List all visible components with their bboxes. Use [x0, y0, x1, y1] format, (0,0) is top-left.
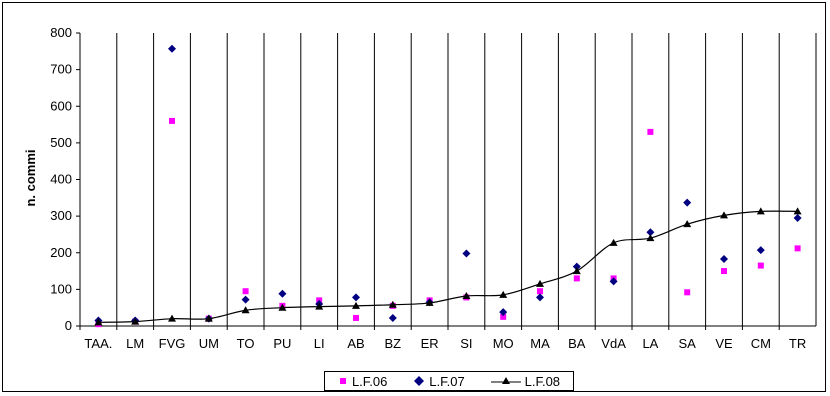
data-point-lf07 — [793, 213, 802, 222]
data-point-lf08 — [168, 314, 176, 322]
x-tick-label: FVG — [159, 336, 186, 351]
data-point-lf08 — [536, 279, 544, 287]
data-point-lf08 — [756, 207, 765, 215]
data-point-lf08 — [646, 234, 655, 242]
axes — [76, 32, 816, 330]
x-tick-label: PU — [273, 336, 291, 351]
data-point-lf08 — [94, 318, 103, 326]
data-point-lf07 — [352, 293, 360, 302]
data-point-lf08 — [388, 300, 397, 308]
data-point-lf07 — [572, 262, 581, 271]
legend: L.F.06 L.F.07 L.F.08 — [324, 371, 574, 391]
data-point-lf07 — [756, 246, 765, 255]
legend-label-lf07: L.F.07 — [429, 373, 465, 389]
data-point-lf06 — [242, 288, 249, 295]
legend-entry-lf06: L.F.06 — [338, 374, 387, 389]
data-point-lf08 — [683, 220, 692, 228]
legend-entry-lf08: L.F.08 — [490, 373, 561, 389]
legend-label-lf06: L.F.06 — [351, 373, 388, 389]
x-tick-label: MA — [530, 336, 550, 351]
data-point-lf06 — [537, 288, 543, 295]
y-tick-label: 700 — [50, 62, 72, 77]
data-point-lf06 — [684, 289, 691, 296]
y-tick-label: 800 — [50, 25, 72, 40]
x-tick-label: TO — [237, 336, 255, 351]
data-point-lf08 — [131, 317, 140, 325]
x-tick-label: BA — [568, 336, 586, 351]
data-point-lf07 — [168, 44, 176, 53]
x-tick-label: AB — [347, 336, 364, 351]
y-tick-label: 600 — [50, 98, 72, 113]
series-line-lf08 — [98, 210, 798, 323]
data-point-lf06 — [794, 245, 801, 252]
data-point-lf07 — [462, 249, 471, 258]
data-point-lf07 — [683, 198, 692, 207]
x-tick-label: TAA. — [84, 336, 112, 351]
y-tick-label: 200 — [50, 245, 72, 260]
data-point-lf06 — [353, 314, 359, 321]
data-point-lf06 — [757, 262, 764, 269]
gridlines — [116, 33, 817, 326]
data-point-lf08 — [462, 291, 471, 299]
x-tick-label: ER — [421, 336, 439, 351]
y-tick-labels: 0 100 200 300 400 500 600 700 800 — [50, 25, 72, 333]
y-axis-label: n. commi — [23, 149, 38, 206]
data-point-lf08 — [793, 207, 802, 215]
legend-triangle-line-marker-icon — [490, 377, 521, 384]
x-tick-label: LI — [314, 336, 325, 351]
data-point-lf08 — [352, 301, 360, 309]
x-tick-label: UM — [199, 336, 219, 351]
y-tick-label: 100 — [50, 281, 72, 296]
data-point-lf08 — [499, 290, 508, 298]
data-point-lf06 — [169, 117, 175, 124]
legend-entry-lf07: L.F.07 — [413, 373, 465, 389]
x-tick-labels: TAA. LM FVG UM TO PU LI AB BZ ER SI MO MA BA VdA LA SA VE… — [84, 336, 806, 351]
data-point-lf07 — [646, 228, 655, 237]
x-tick-label: MO — [493, 336, 514, 351]
x-tick-label: SI — [460, 336, 472, 351]
y-tick-label: 300 — [50, 208, 72, 223]
x-tick-label: LA — [642, 336, 658, 351]
data-point-lf07 — [499, 308, 508, 317]
data-point-lf08 — [278, 303, 287, 311]
legend-label-lf08: L.F.08 — [524, 373, 561, 389]
data-point-lf07 — [388, 313, 397, 322]
x-tick-label: VE — [715, 336, 733, 351]
x-tick-label: BZ — [384, 336, 401, 351]
data-point-lf08 — [241, 306, 250, 314]
data-point-lf07 — [536, 293, 544, 302]
data-point-lf06 — [573, 275, 580, 282]
data-point-lf08 — [204, 314, 213, 322]
data-point-lf07 — [278, 289, 287, 298]
data-point-lf06 — [647, 128, 654, 135]
data-point-lf08 — [572, 267, 581, 275]
x-tick-label: VdA — [601, 336, 626, 351]
data-point-lf06 — [500, 313, 507, 320]
data-point-lf07 — [720, 254, 728, 263]
series-layer — [94, 44, 802, 328]
x-tick-label: LM — [126, 336, 144, 351]
data-point-lf06 — [721, 268, 727, 275]
legend-square-marker-icon — [339, 378, 346, 384]
data-point-lf08 — [720, 211, 728, 219]
y-tick-label: 500 — [50, 135, 72, 150]
x-tick-label: TR — [789, 336, 806, 351]
x-tick-label: SA — [679, 336, 697, 351]
data-point-lf08 — [609, 238, 618, 246]
data-point-lf07 — [241, 295, 250, 304]
y-tick-label: 400 — [50, 172, 72, 187]
chart-frame — [2, 2, 826, 392]
x-tick-label: CM — [751, 336, 771, 351]
chart-canvas: 0 100 200 300 400 500 600 700 800 TAA. LM FVG UM TO P… — [23, 25, 817, 351]
y-tick-label: 0 — [65, 318, 72, 333]
series-lf08 — [94, 207, 802, 326]
legend-diamond-marker-icon — [414, 376, 425, 386]
data-point-lf08 — [315, 302, 324, 310]
data-point-lf08 — [425, 298, 434, 306]
data-point-lf07 — [609, 277, 618, 286]
